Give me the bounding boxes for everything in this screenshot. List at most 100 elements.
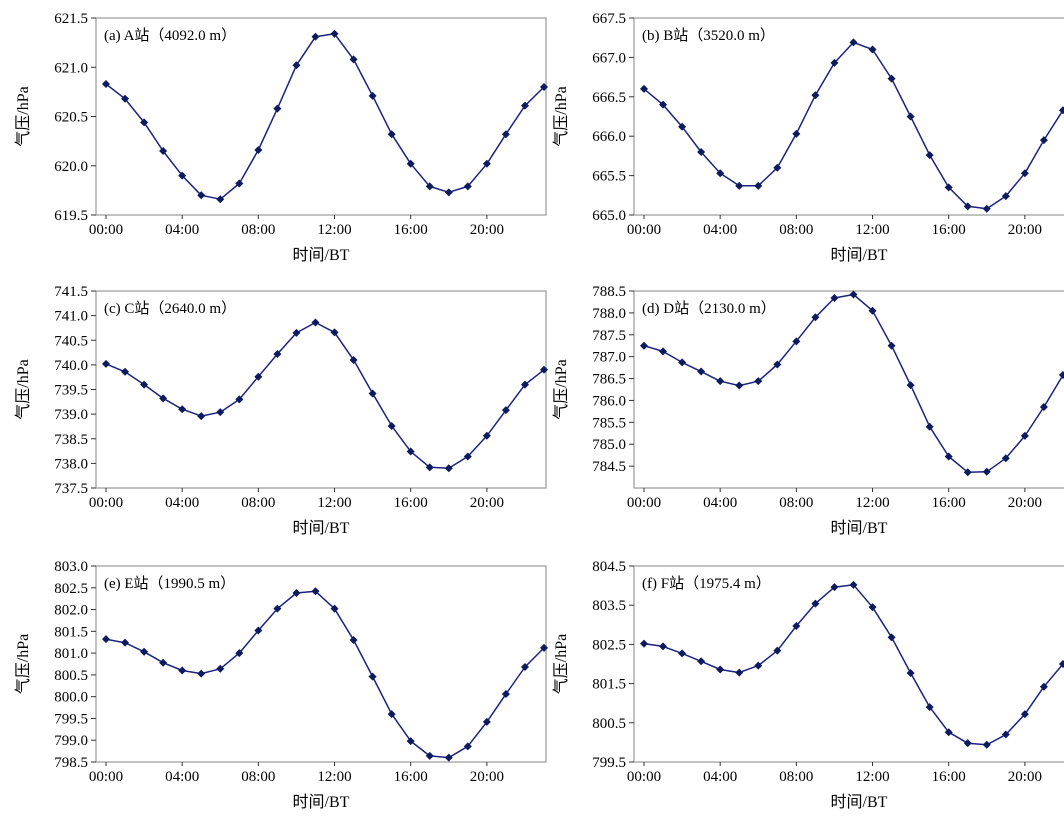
data-point-f-1 [659,642,668,651]
data-point-b-9 [811,91,820,100]
y-tick-label-f-2: 801.5 [592,677,626,693]
y-axis-title-c: 气压/hPa [14,359,32,419]
data-point-b-13 [887,74,896,83]
data-point-a-0 [102,79,110,88]
series-line-f [643,584,1064,746]
data-point-f-2 [678,649,687,658]
data-point-f-12 [868,603,877,612]
data-point-a-17 [425,182,434,191]
x-tick-label-d-4: 16:00 [932,495,966,511]
data-point-b-20 [1020,169,1029,178]
y-tick-label-c-3: 739.0 [54,407,88,423]
y-tick-label-d-6: 787.5 [592,328,626,344]
y-tick-label-c-1: 738.0 [54,456,88,472]
data-point-e-13 [349,636,358,645]
data-point-b-1 [659,100,668,109]
data-point-c-6 [216,408,225,417]
y-tick-label-f-5: 804.5 [592,559,626,575]
data-point-f-3 [697,657,706,666]
data-point-b-21 [1039,136,1048,145]
panel-title-f: (f) F站（1975.4 m） [642,575,771,592]
y-tick-label-c-8: 741.5 [54,284,88,300]
data-point-f-6 [754,661,763,670]
x-tick-label-c-5: 20:00 [470,495,504,511]
data-point-b-19 [1001,192,1010,201]
x-tick-label-b-5: 20:00 [1008,222,1042,238]
data-point-c-17 [425,463,434,472]
y-tick-label-e-3: 800.0 [54,690,88,706]
data-point-e-17 [425,751,434,760]
data-point-a-18 [444,188,453,197]
y-tick-label-d-1: 785.0 [592,437,626,453]
x-tick-label-b-1: 04:00 [703,222,737,238]
data-point-c-7 [235,395,244,404]
y-tick-label-b-2: 666.0 [592,129,626,145]
data-point-d-6 [754,377,763,386]
y-tick-label-a-3: 621.0 [54,60,88,76]
data-point-c-15 [387,421,396,430]
y-tick-label-c-2: 738.5 [54,432,88,448]
data-point-e-19 [463,742,472,751]
data-point-b-14 [906,112,915,121]
data-point-e-12 [330,604,339,613]
data-point-d-2 [678,358,687,367]
x-tick-label-b-4: 16:00 [932,222,966,238]
y-tick-label-f-3: 802.5 [592,637,626,653]
data-point-a-10 [292,61,301,70]
data-point-f-16 [944,728,953,737]
x-tick-label-d-5: 20:00 [1008,495,1042,511]
y-tick-label-a-0: 619.5 [54,208,88,224]
data-point-f-21 [1039,682,1048,691]
data-point-d-19 [1001,454,1010,463]
data-point-d-3 [697,367,706,376]
x-tick-label-a-5: 20:00 [470,222,504,238]
data-point-a-20 [482,159,491,168]
plot-frame-b [633,17,1064,216]
data-point-b-5 [735,181,744,190]
data-point-e-6 [216,664,225,673]
data-point-c-8 [254,372,263,381]
x-tick-label-d-3: 12:00 [855,495,889,511]
data-point-d-12 [868,306,877,315]
data-point-f-14 [906,669,915,678]
data-point-b-0 [640,84,648,93]
data-point-e-15 [387,710,396,719]
data-point-c-12 [330,328,339,337]
y-tick-label-e-4: 800.5 [54,668,88,684]
data-point-d-14 [906,381,915,390]
series-line-a [105,33,545,200]
data-point-d-8 [792,337,801,346]
y-tick-label-e-9: 803.0 [54,559,88,575]
series-line-c [105,321,545,470]
data-point-e-22 [520,663,529,672]
data-point-c-2 [140,380,149,389]
data-point-d-0 [640,341,648,350]
data-point-e-10 [292,589,301,598]
data-point-d-20 [1020,431,1029,440]
x-tick-label-d-2: 08:00 [779,495,813,511]
x-tick-label-d-1: 04:00 [703,495,737,511]
data-point-d-5 [735,381,744,390]
x-tick-label-f-0: 00:00 [627,769,661,785]
series-line-d [643,293,1064,473]
chart-panel-b: 665.0 665.5 666.0 666.5 667.0 667.5 00:00 04:00… [552,11,1064,264]
data-point-c-20 [482,431,491,440]
data-point-f-15 [925,703,934,712]
chart-panel-c: 737.5 738.0 738.5 739.0 739.5 740.0 740.5 741.0… [14,284,548,537]
chart-panel-f: 799.5 800.5 801.5 802.5 803.5 804.5 00:00 04:00… [552,559,1064,811]
data-point-a-4 [178,171,187,180]
data-point-c-13 [349,355,358,364]
data-point-c-0 [102,359,110,368]
data-point-e-16 [406,737,415,746]
data-point-c-3 [159,394,168,403]
data-point-a-8 [254,145,263,154]
x-axis-title-e: 时间/BT [293,793,350,811]
data-point-a-14 [368,91,377,100]
data-point-d-9 [811,313,820,322]
data-point-d-21 [1039,403,1048,412]
y-axis-title-e: 气压/hPa [14,634,32,694]
y-tick-label-e-6: 801.5 [54,624,88,640]
y-tick-label-e-0: 798.5 [54,755,88,771]
y-tick-label-e-1: 799.0 [54,733,88,749]
